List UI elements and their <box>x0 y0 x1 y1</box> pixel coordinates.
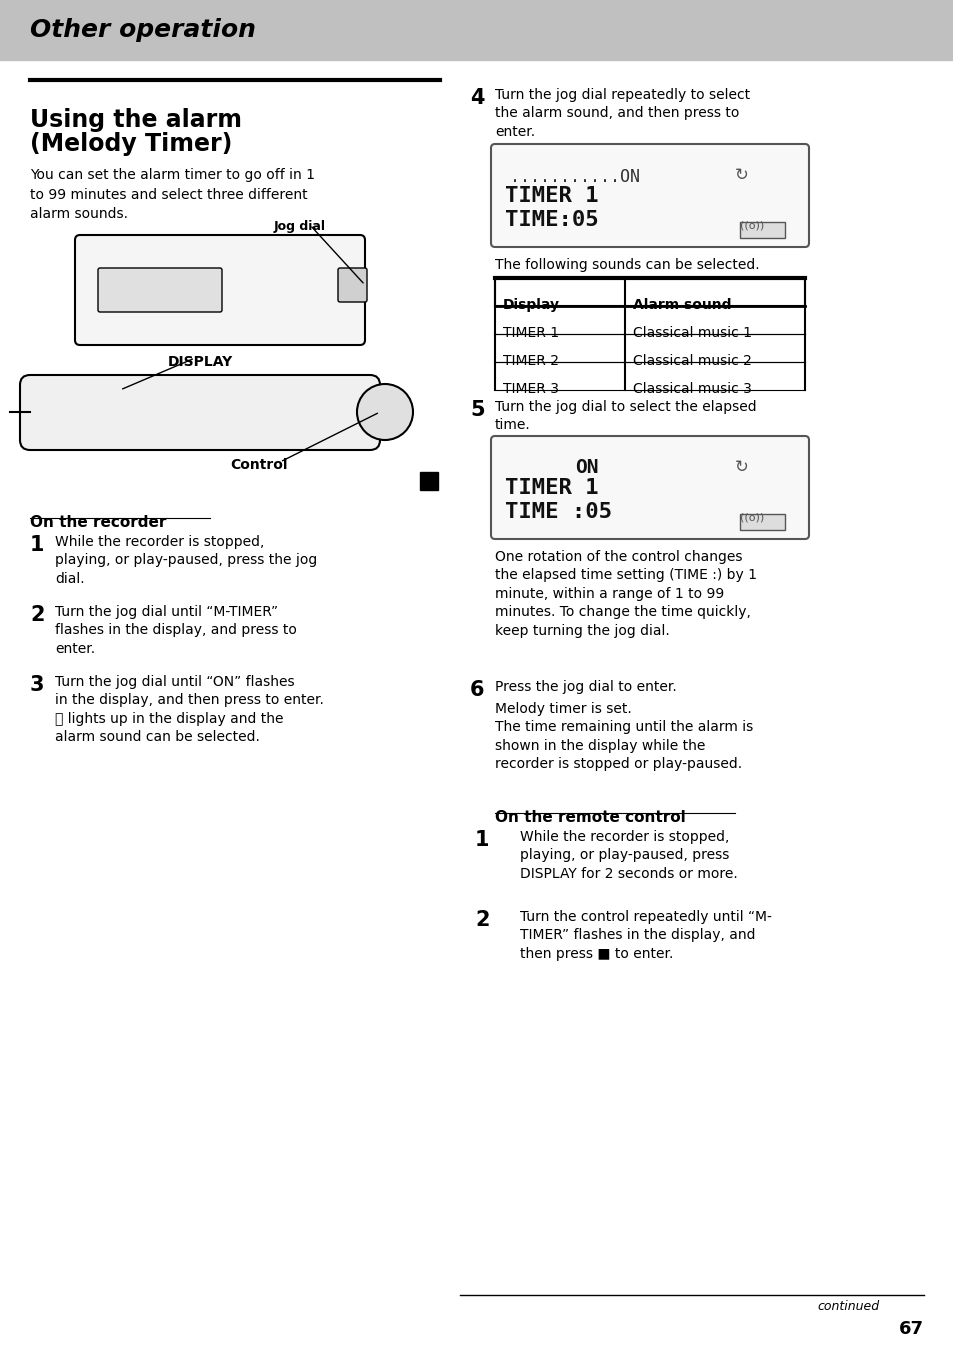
Text: On the recorder: On the recorder <box>30 516 166 531</box>
Text: Alarm sound: Alarm sound <box>633 299 731 312</box>
Text: 2: 2 <box>30 605 45 626</box>
Text: While the recorder is stopped,
playing, or play-paused, press
DISPLAY for 2 seco: While the recorder is stopped, playing, … <box>519 830 737 881</box>
Text: Turn the jog dial until “M-TIMER”
flashes in the display, and press to
enter.: Turn the jog dial until “M-TIMER” flashe… <box>55 605 296 655</box>
Text: (Melody Timer): (Melody Timer) <box>30 132 233 156</box>
Text: Jog dial: Jog dial <box>274 220 326 233</box>
Text: continued: continued <box>817 1300 879 1314</box>
Text: ON: ON <box>575 459 598 478</box>
FancyBboxPatch shape <box>491 144 808 247</box>
Text: TIMER 2: TIMER 2 <box>502 354 558 368</box>
Text: Using the alarm: Using the alarm <box>30 109 242 132</box>
Text: Turn the jog dial repeatedly to select
the alarm sound, and then press to
enter.: Turn the jog dial repeatedly to select t… <box>495 88 749 138</box>
Text: Other operation: Other operation <box>30 18 255 42</box>
FancyBboxPatch shape <box>20 375 379 451</box>
Text: TIME:05: TIME:05 <box>504 210 598 229</box>
Text: TIMER 1: TIMER 1 <box>502 326 558 341</box>
Text: Display: Display <box>502 299 559 312</box>
Text: Turn the jog dial until “ON” flashes
in the display, and then press to enter.
ⓘ : Turn the jog dial until “ON” flashes in … <box>55 674 323 744</box>
FancyBboxPatch shape <box>491 436 808 539</box>
Text: Classical music 2: Classical music 2 <box>633 354 751 368</box>
Text: 2: 2 <box>475 911 489 930</box>
Text: 3: 3 <box>30 674 45 695</box>
Text: Turn the control repeatedly until “M-
TIMER” flashes in the display, and
then pr: Turn the control repeatedly until “M- TI… <box>519 911 771 961</box>
Text: You can set the alarm timer to go off in 1
to 99 minutes and select three differ: You can set the alarm timer to go off in… <box>30 168 314 221</box>
Text: 1: 1 <box>475 830 489 849</box>
Text: ↻: ↻ <box>734 459 748 476</box>
Text: ↻: ↻ <box>734 166 748 185</box>
Circle shape <box>356 384 413 440</box>
Text: 1: 1 <box>30 535 45 555</box>
Bar <box>740 514 784 531</box>
Bar <box>740 223 784 237</box>
Text: Control: Control <box>230 459 287 472</box>
FancyBboxPatch shape <box>75 235 365 345</box>
Bar <box>495 278 804 305</box>
Text: While the recorder is stopped,
playing, or play-paused, press the jog
dial.: While the recorder is stopped, playing, … <box>55 535 317 586</box>
Text: ((o)): ((o)) <box>740 512 763 522</box>
Text: TIMER 3: TIMER 3 <box>502 383 558 396</box>
Text: DISPLAY: DISPLAY <box>167 356 233 369</box>
Bar <box>0 0 953 60</box>
Text: Melody timer is set.
The time remaining until the alarm is
shown in the display : Melody timer is set. The time remaining … <box>495 702 753 771</box>
Text: TIME :05: TIME :05 <box>504 502 612 522</box>
Text: Press the jog dial to enter.: Press the jog dial to enter. <box>495 680 676 693</box>
Text: 6: 6 <box>470 680 484 700</box>
Text: Turn the jog dial to select the elapsed
time.: Turn the jog dial to select the elapsed … <box>495 400 756 433</box>
Text: TIMER 1: TIMER 1 <box>504 478 598 498</box>
Bar <box>419 472 437 490</box>
Text: 4: 4 <box>470 88 484 109</box>
Text: TIMER 1: TIMER 1 <box>504 186 598 206</box>
FancyBboxPatch shape <box>337 267 367 303</box>
Text: 5: 5 <box>470 400 484 421</box>
Text: 67: 67 <box>898 1320 923 1338</box>
Text: One rotation of the control changes
the elapsed time setting (TIME :) by 1
minut: One rotation of the control changes the … <box>495 550 757 638</box>
Text: Classical music 1: Classical music 1 <box>633 326 751 341</box>
Text: Classical music 3: Classical music 3 <box>633 383 751 396</box>
Text: On the remote control: On the remote control <box>495 810 685 825</box>
Text: ((o)): ((o)) <box>740 220 763 229</box>
FancyBboxPatch shape <box>98 267 222 312</box>
Text: The following sounds can be selected.: The following sounds can be selected. <box>495 258 759 271</box>
Text: ...........ON: ...........ON <box>510 168 639 186</box>
